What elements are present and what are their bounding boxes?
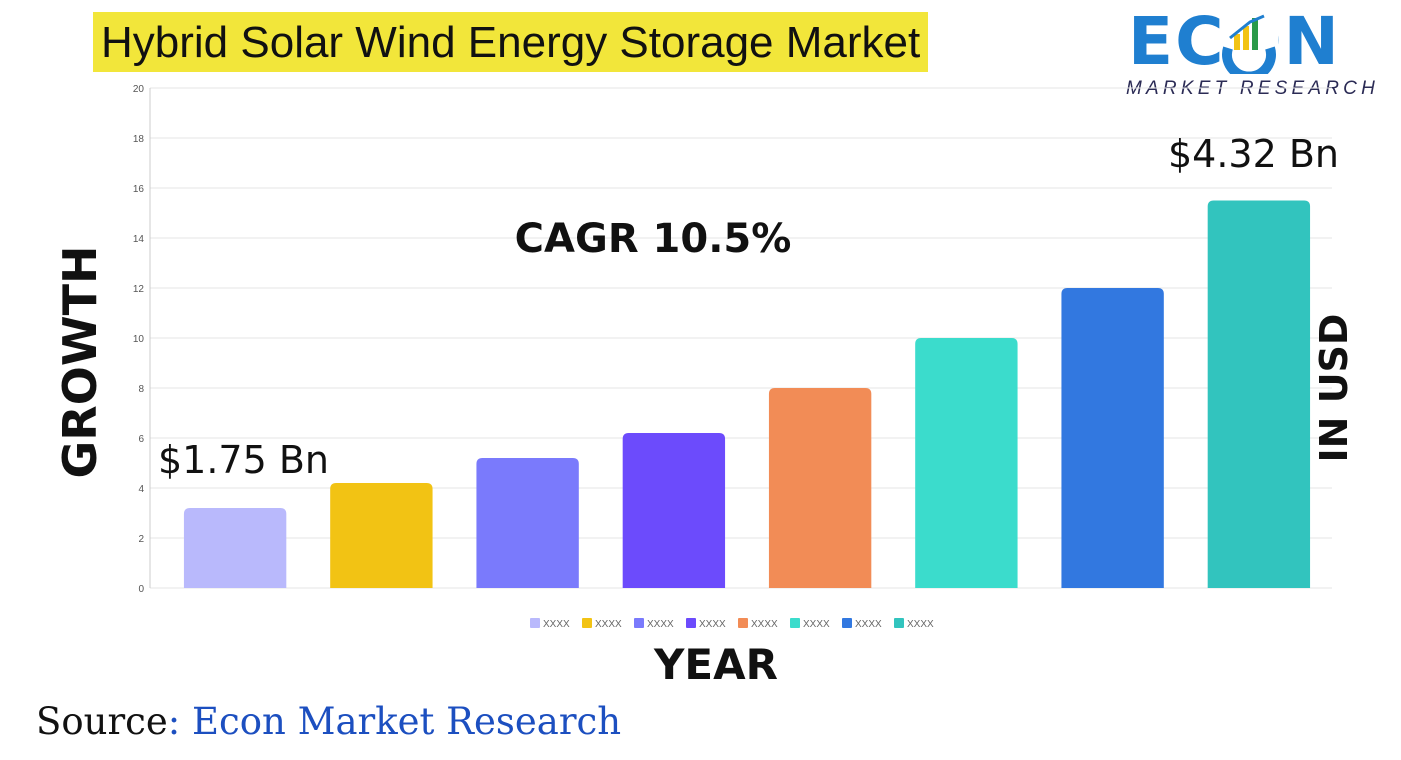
y-tick-label: 10 [133, 334, 145, 345]
source-colon: : [167, 700, 181, 743]
source-brand: Econ Market Research [180, 700, 622, 743]
end-value-annotation: $4.32 Bn [1168, 132, 1340, 176]
y-tick-labels: 0 2 4 6 8 10 12 14 16 18 20 [133, 84, 145, 595]
y-tick-label: 16 [133, 184, 145, 195]
bar [768, 388, 872, 588]
legend-swatch [790, 618, 800, 628]
legend-label: XXXX [907, 619, 934, 630]
currency-label: IN USD [1312, 313, 1356, 463]
legend-swatch [530, 618, 540, 628]
y-tick-label: 14 [133, 234, 145, 245]
bar [1061, 288, 1164, 588]
chart-title: Hybrid Solar Wind Energy Storage Market [93, 12, 929, 72]
legend-label: XXXX [803, 619, 830, 630]
y-tick-label: 0 [138, 584, 144, 595]
legend-label: XXXX [647, 619, 674, 630]
bar [476, 458, 579, 588]
legend-swatch [842, 618, 852, 628]
start-value-annotation: $1.75 Bn [158, 438, 330, 482]
bar [915, 338, 1018, 588]
source-prefix: Source [36, 700, 168, 743]
legend-swatch [582, 618, 592, 628]
legend-label: XXXX [543, 619, 570, 630]
y-axis-label: GROWTH [53, 245, 107, 479]
legend-swatch [894, 618, 904, 628]
legend-swatch [686, 618, 696, 628]
y-tick-label: 20 [133, 84, 145, 95]
y-tick-label: 4 [138, 484, 144, 495]
bar [622, 433, 726, 588]
legend-label: XXXX [751, 619, 778, 630]
cagr-annotation: CAGR 10.5% [514, 216, 792, 262]
legend-label: XXXX [595, 619, 622, 630]
bar [1207, 200, 1311, 588]
y-tick-label: 18 [133, 134, 145, 145]
y-tick-label: 2 [138, 534, 144, 545]
legend-label: XXXX [855, 619, 882, 630]
bar [183, 508, 287, 588]
legend-swatch [634, 618, 644, 628]
legend-label: XXXX [699, 619, 726, 630]
bar [330, 483, 433, 588]
y-tick-label: 6 [138, 434, 144, 445]
x-axis-label: YEAR [654, 640, 778, 689]
y-tick-label: 8 [138, 384, 144, 395]
y-tick-label: 12 [133, 284, 145, 295]
logo-growth-icon [1220, 12, 1278, 74]
legend: XXXX XXXX XXXX XXXX XXXX XXXX XXXX XXXX [530, 618, 934, 630]
source-line: Source: Econ Market Research [36, 700, 621, 743]
bars [183, 200, 1311, 588]
legend-swatch [738, 618, 748, 628]
